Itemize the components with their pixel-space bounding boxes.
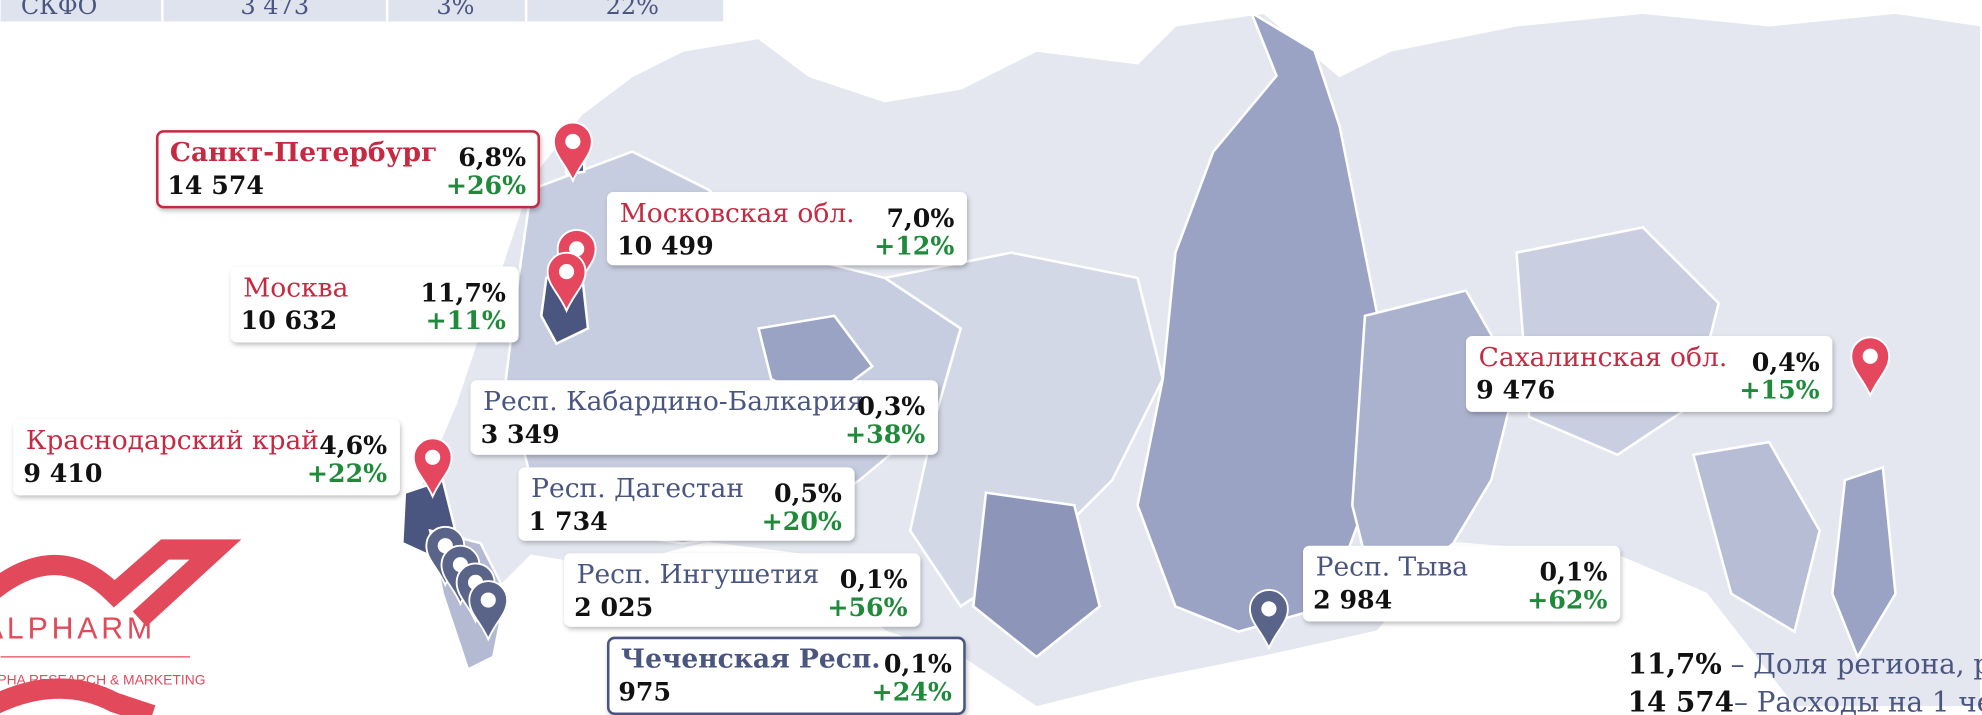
region-growth: +22%	[307, 458, 387, 488]
region-share: 0,3%	[857, 391, 925, 421]
legend-text: – Расходы на 1 че	[1734, 685, 1982, 715]
region-spending: 3 349	[481, 419, 560, 449]
region-spending: 10 632	[241, 305, 338, 335]
region-share: 0,1%	[884, 649, 952, 679]
region-name: Московская обл.	[620, 198, 855, 229]
callout-box	[606, 192, 967, 266]
callout-box	[1465, 336, 1833, 412]
table-cell: СКФО	[21, 0, 98, 20]
region-spending: 2 025	[574, 592, 653, 622]
region-spending: 975	[618, 677, 671, 707]
region-name: Респ. Тыва	[1316, 551, 1469, 582]
pin	[1249, 589, 1289, 651]
region-spending: 9 410	[23, 458, 102, 488]
pin-dot	[1862, 348, 1878, 364]
logo: ALPHARM ALPHA RESEARCH & MARKETING	[0, 539, 242, 715]
callout-box	[13, 419, 400, 496]
region-name: Чеченская Респ.	[621, 644, 881, 675]
legend-item: 11,7% – Доля региона, р	[1628, 647, 1982, 680]
legend-key: 11,7%	[1628, 647, 1722, 680]
region-growth: +20%	[762, 506, 842, 536]
region-spending: 14 574	[167, 170, 264, 200]
legend-item: 14 574– Расходы на 1 че	[1628, 685, 1982, 715]
pin-dot	[480, 592, 496, 608]
region-name: Сахалинская обл.	[1479, 342, 1728, 373]
region-share: 0,1%	[1540, 557, 1608, 587]
pin-dot	[1261, 601, 1277, 617]
logo-name: ALPHARM	[0, 612, 156, 645]
legend-key: 14 574	[1628, 685, 1734, 715]
region-share: 0,5%	[774, 478, 842, 508]
region-growth: +26%	[446, 170, 526, 200]
table-cell: 22%	[606, 0, 659, 20]
region-name: Респ. Дагестан	[531, 473, 744, 504]
region-name: Краснодарский край	[26, 425, 319, 456]
callout-box	[470, 380, 938, 455]
region-share: 6,8%	[458, 142, 526, 172]
region-name: Респ. Ингушетия	[577, 559, 820, 590]
pin	[546, 251, 587, 314]
region-spending: 10 499	[617, 231, 714, 261]
region-spending: 1 734	[529, 506, 608, 536]
callouts: Санкт-Петербург 6,8% 14 574 +26% Московская …	[13, 130, 1833, 715]
callout-box	[606, 636, 966, 715]
pin-dot	[425, 449, 441, 465]
pin-dot	[569, 241, 585, 257]
logo-tagline: ALPHA RESEARCH & MARKETING	[0, 672, 206, 688]
legend: 11,7% – Доля региона, р 14 574– Расходы …	[1628, 647, 1982, 715]
region-share: 4,6%	[319, 430, 387, 460]
region-name: Москва	[243, 272, 348, 303]
region-share: 0,4%	[1752, 347, 1820, 377]
legend-text: – Доля региона, р	[1722, 647, 1982, 680]
table-cell: 3%	[436, 0, 474, 20]
region-growth: +38%	[845, 419, 925, 449]
callout-box	[518, 467, 855, 541]
pin	[412, 437, 453, 499]
region-share: 11,7%	[420, 277, 506, 307]
region-share: 7,0%	[886, 203, 954, 233]
table-row: СКФО 3 473 3% 22%	[0, 0, 724, 22]
pin-dot	[558, 264, 575, 280]
pin	[552, 121, 593, 184]
callout-box	[564, 553, 921, 627]
callout-box	[1303, 545, 1621, 622]
region-growth: +15%	[1739, 375, 1819, 405]
pin	[1850, 336, 1891, 398]
region-growth: +11%	[426, 305, 506, 335]
callout-box	[155, 130, 541, 209]
region-growth: +62%	[1527, 584, 1607, 614]
pin-dot	[565, 133, 581, 150]
region-growth: +12%	[874, 231, 954, 261]
pins	[412, 121, 1891, 651]
region-spending: 2 984	[1313, 584, 1392, 614]
region-spending: 9 476	[1476, 375, 1555, 405]
callout-box	[230, 266, 519, 343]
region-growth: +56%	[827, 592, 907, 622]
region-name: Санкт-Петербург	[170, 137, 437, 168]
table-cell: 3 473	[240, 0, 309, 20]
region-name: Респ. Кабардино-Балкария	[483, 386, 863, 417]
pin	[468, 580, 509, 642]
region-share: 0,1%	[840, 564, 908, 594]
region-growth: +24%	[872, 677, 952, 707]
